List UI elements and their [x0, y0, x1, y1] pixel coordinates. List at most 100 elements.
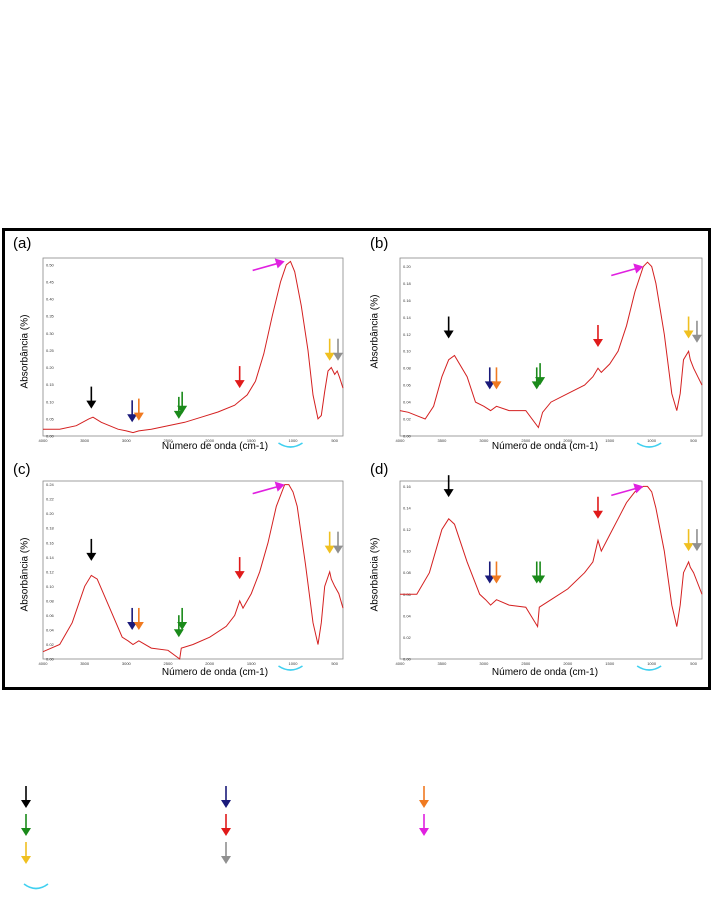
arrow-head: [133, 412, 144, 421]
x-tick-label: 1500: [247, 438, 257, 443]
arrow-head: [324, 352, 335, 361]
y-tick-label: 0.04: [403, 400, 412, 405]
x-tick-label: 4000: [39, 661, 49, 666]
y-tick-label: 0.00: [46, 657, 55, 662]
marker-arrow-green: [177, 607, 188, 630]
legend-arrow-navy: [221, 786, 231, 808]
marker-arc: [636, 665, 662, 671]
plot-frame: [399, 480, 703, 660]
x-axis-label: Número de onda (cm-1): [491, 667, 599, 678]
y-tick-label: 0.16: [46, 540, 55, 545]
arrow-head: [419, 828, 429, 836]
marker-arrow-yellow: [324, 338, 335, 361]
legend-arrow-yellow: [21, 842, 31, 864]
marker-arrow-green: [173, 396, 184, 419]
arrow-head: [274, 258, 285, 269]
x-tick-label: 2000: [563, 438, 573, 443]
marker-arrow-yellow: [324, 531, 335, 554]
y-tick-label: 0.22: [46, 497, 55, 502]
spectrum-plot-b: 4000 3500 3000 2500 2000 1500 1000 500 0.00 0.02 0…: [396, 257, 703, 448]
panel-b: (b) Absorbância (%) 4000 3500 3000 2500 2000…: [360, 231, 712, 459]
arrow-head: [443, 330, 454, 339]
marker-arc: [278, 665, 303, 671]
y-tick-label: 0.08: [403, 570, 412, 575]
marker-arc: [636, 442, 662, 448]
y-tick-label: 0.04: [46, 627, 55, 632]
arrow-head: [234, 380, 245, 389]
arrow-head: [633, 263, 644, 274]
y-tick-label: 0.18: [46, 526, 55, 531]
marker-arrow-navy: [484, 561, 495, 584]
arrow-head: [324, 545, 335, 554]
arrow-head: [592, 339, 603, 347]
y-tick-label: 0.20: [46, 365, 55, 370]
x-tick-label: 3000: [122, 661, 132, 666]
y-tick-label: 0.00: [403, 434, 412, 439]
marker-arrow-red: [234, 366, 245, 389]
panel-c: (c) Absorbância (%) 4000 3500 3000 2500 2000…: [5, 459, 357, 687]
y-tick-label: 0.25: [46, 348, 55, 353]
spectrum-line: [42, 484, 344, 660]
legend: [21, 786, 429, 890]
marker-arrow-orange: [491, 561, 502, 584]
arrow-head: [221, 828, 231, 836]
arrow-head: [221, 856, 231, 864]
y-tick-label: 0.40: [46, 297, 55, 302]
marker-arrow-gray: [691, 529, 702, 552]
x-tick-label: 500: [690, 661, 697, 666]
y-tick-label: 0.04: [403, 613, 412, 618]
y-tick-label: 0.00: [46, 434, 55, 439]
x-tick-label: 500: [331, 661, 338, 666]
marker-arrow-red: [234, 557, 245, 580]
y-tick-label: 0.00: [403, 657, 412, 662]
arrow-shaft: [611, 267, 637, 277]
y-tick-label: 0.14: [46, 555, 55, 560]
legend-arrow-gray: [221, 842, 231, 864]
arrow-head: [173, 410, 184, 419]
arrow-head: [691, 543, 702, 552]
arrow-head: [21, 856, 31, 864]
arrow-head: [234, 571, 245, 580]
x-tick-label: 500: [690, 438, 697, 443]
marker-arrow-gray: [691, 320, 702, 343]
marker-arrow-magenta: [611, 263, 644, 277]
arrow-head: [86, 400, 97, 409]
y-tick-label: 0.08: [403, 366, 412, 371]
x-tick-label: 1000: [289, 661, 299, 666]
marker-arrow-yellow: [683, 316, 694, 339]
spectrum-plot-c: 4000 3500 3000 2500 2000 1500 1000 500 0.00 0.02 0…: [39, 480, 344, 671]
x-axis-label: Número de onda (cm-1): [161, 667, 269, 678]
arrow-head: [535, 377, 546, 386]
marker-arrow-green: [177, 391, 188, 414]
spectrum-plot-d: 4000 3500 3000 2500 2000 1500 1000 500 0.00 0.02 0…: [396, 475, 703, 671]
x-tick-label: 3000: [479, 438, 489, 443]
marker-arrow-red: [592, 325, 603, 347]
marker-arrow-navy: [484, 367, 495, 390]
y-tick-label: 0.20: [46, 511, 55, 516]
arrow-shaft: [252, 262, 278, 272]
y-tick-label: 0.15: [46, 382, 55, 387]
marker-arrow-magenta: [611, 483, 644, 497]
marker-arrow-gray: [333, 338, 343, 361]
spectrum-plot-a: 4000 3500 3000 2500 2000 1500 1000 500 0.00 0.05 0…: [39, 257, 344, 448]
arrow-head: [683, 330, 694, 339]
panel-letter: (a): [13, 235, 32, 252]
y-tick-label: 0.16: [403, 484, 412, 489]
arrow-head: [333, 352, 343, 361]
x-tick-label: 3500: [437, 438, 447, 443]
x-axis-label: Número de onda (cm-1): [161, 441, 269, 452]
x-tick-label: 4000: [396, 661, 406, 666]
marker-arrow-green: [535, 561, 546, 584]
arrow-head: [484, 381, 495, 390]
marker-arrow-green: [535, 363, 546, 386]
arrow-head: [419, 800, 429, 808]
x-tick-label: 1000: [647, 661, 657, 666]
marker-arrow-black: [443, 475, 454, 498]
marker-arrow-orange: [133, 398, 144, 421]
spectrum-line: [400, 485, 703, 629]
legend-arrow-green: [21, 814, 31, 836]
x-tick-label: 3500: [80, 438, 90, 443]
legend-arc: [23, 883, 49, 890]
spectrum-line: [43, 260, 344, 434]
marker-arrow-black: [86, 538, 97, 561]
